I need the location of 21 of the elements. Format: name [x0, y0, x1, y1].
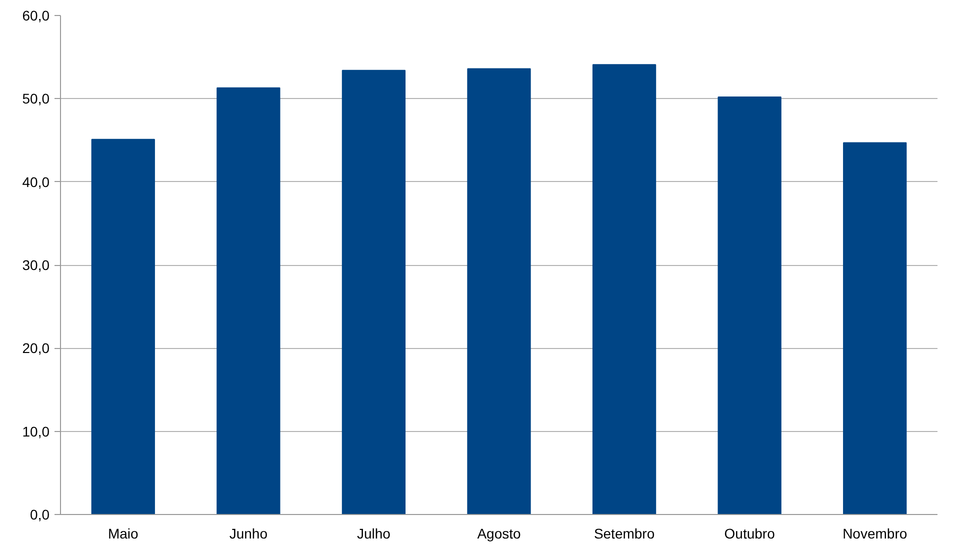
x-tick-label: Julho: [356, 526, 391, 542]
y-tick-label: 50,0: [22, 90, 50, 107]
y-tick-label: 60,0: [22, 8, 50, 24]
bar: [718, 96, 782, 514]
bar: [342, 70, 406, 514]
y-tick-label: 30,0: [22, 257, 50, 273]
y-tick-label: 0,0: [30, 506, 50, 522]
x-tick-label: Outubro: [724, 526, 776, 542]
x-tick-label: Novembro: [842, 526, 908, 542]
bar: [843, 142, 907, 514]
y-tick-label: 20,0: [22, 340, 50, 356]
bar: [216, 87, 280, 514]
bar: [91, 138, 155, 514]
bar: [467, 68, 531, 514]
x-tick-label: Maio: [108, 526, 139, 542]
y-tick-label: 40,0: [22, 174, 50, 190]
bar: [592, 64, 656, 514]
x-tick-label: Junho: [229, 526, 268, 542]
y-tick-label: 10,0: [22, 423, 50, 440]
x-tick-label: Agosto: [477, 526, 522, 542]
x-tick-label: Setembro: [594, 526, 655, 542]
